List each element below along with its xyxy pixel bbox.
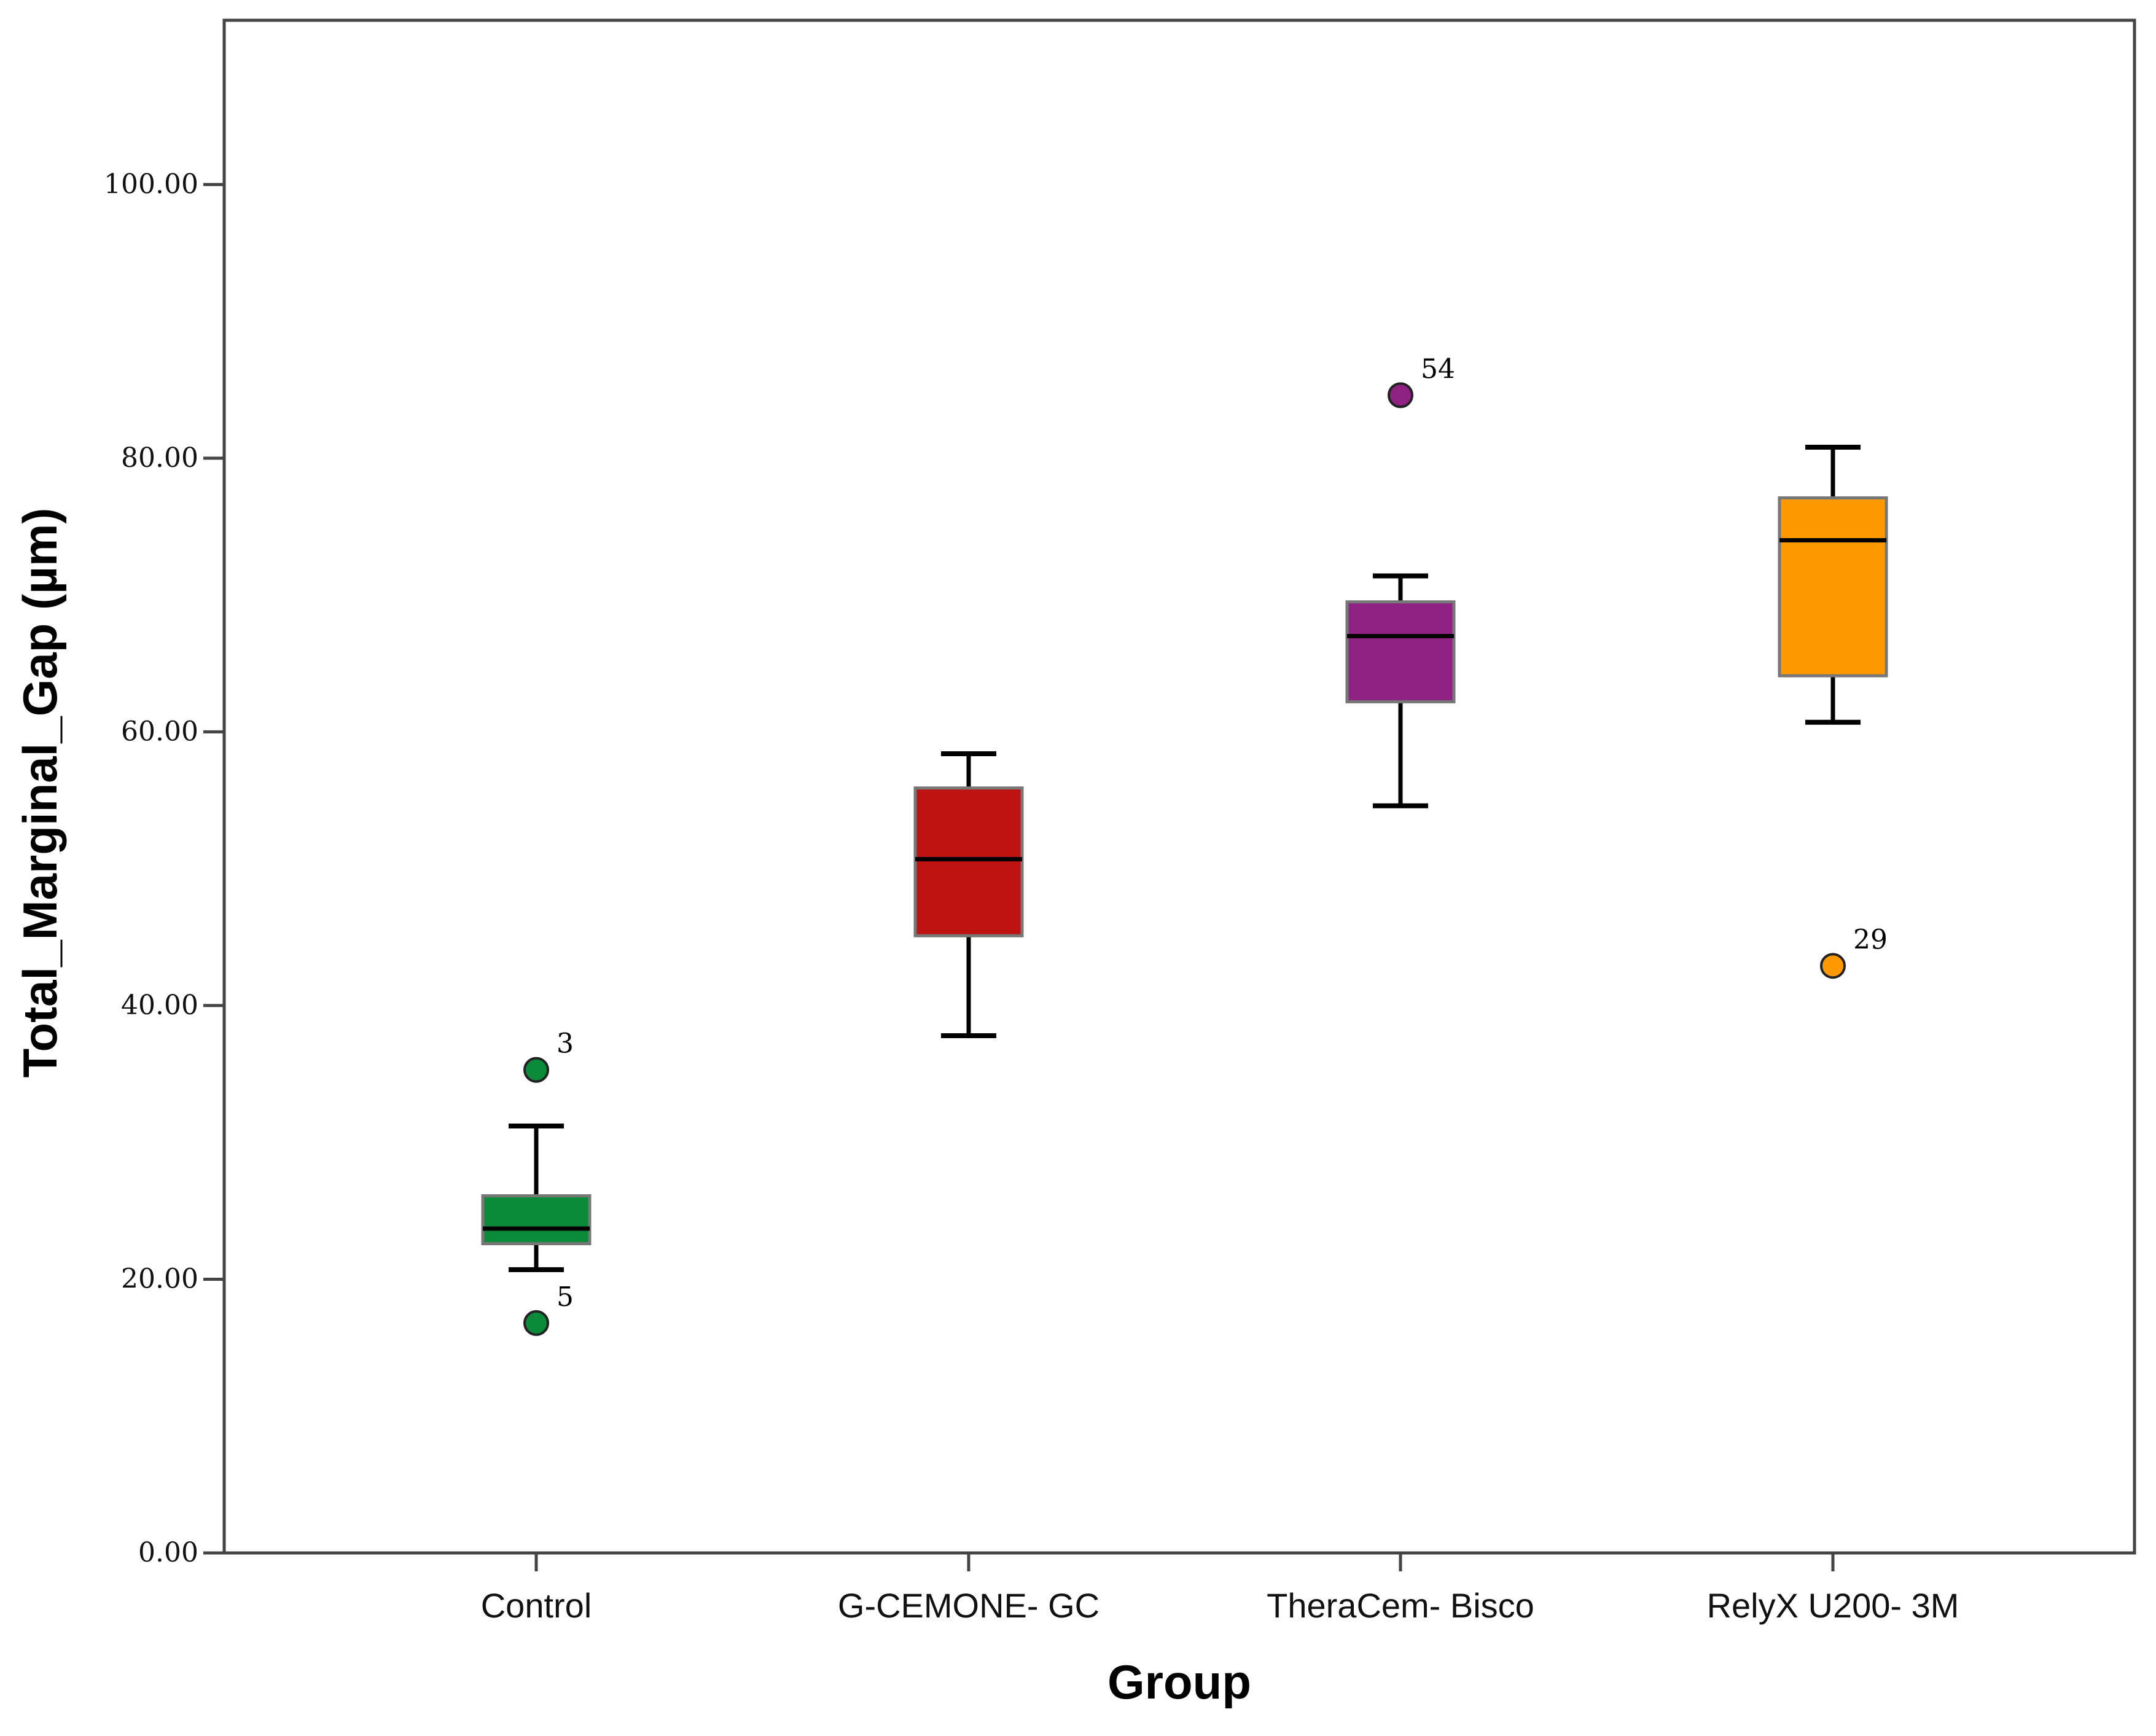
outlier-label: 3 [557,1028,574,1060]
box-group: 29 [1778,445,1888,979]
iqr-box [1345,600,1456,703]
y-tick-label: 40.00 [121,990,198,1021]
y-tick-label: 60.00 [121,716,198,747]
x-tick-label: Control [481,1586,592,1625]
iqr-box [1778,496,1888,678]
outlier-label: 54 [1421,353,1455,385]
iqr-box [913,786,1024,937]
iqr-box [481,1194,592,1246]
plot-area-frame [222,18,2136,1555]
y-tick-label: 100.00 [104,168,198,200]
y-tick-label: 20.00 [121,1263,198,1294]
x-tick-label: RelyX U200- 3M [1707,1586,1959,1625]
outlier-point [1820,953,1846,979]
y-tick-label: 80.00 [121,442,198,474]
outlier-point [523,1310,549,1336]
outlier-point [1388,382,1413,409]
x-axis-title: Group [1107,1655,1251,1709]
y-tick-label: 0.00 [138,1537,198,1568]
x-tick-label: G-CEMONE- GC [838,1586,1099,1625]
outlier-label: 29 [1853,924,1888,955]
box-group: 54 [1345,353,1456,808]
y-axis-title: Total_Marginal_Gap (µm) [13,508,67,1078]
outlier-point [523,1057,549,1083]
outlier-label: 5 [557,1281,574,1313]
y-axis-ticks: 0.00 20.00 40.00 60.00 80.00 100.00 [104,168,224,1568]
box-group: 35 [481,1028,592,1336]
box-group [913,751,1024,1038]
x-axis-ticks: Control G-CEMONE- GC TheraCem- Bisco RelyX … [481,1553,1959,1625]
x-tick-label: TheraCem- Bisco [1267,1586,1534,1625]
